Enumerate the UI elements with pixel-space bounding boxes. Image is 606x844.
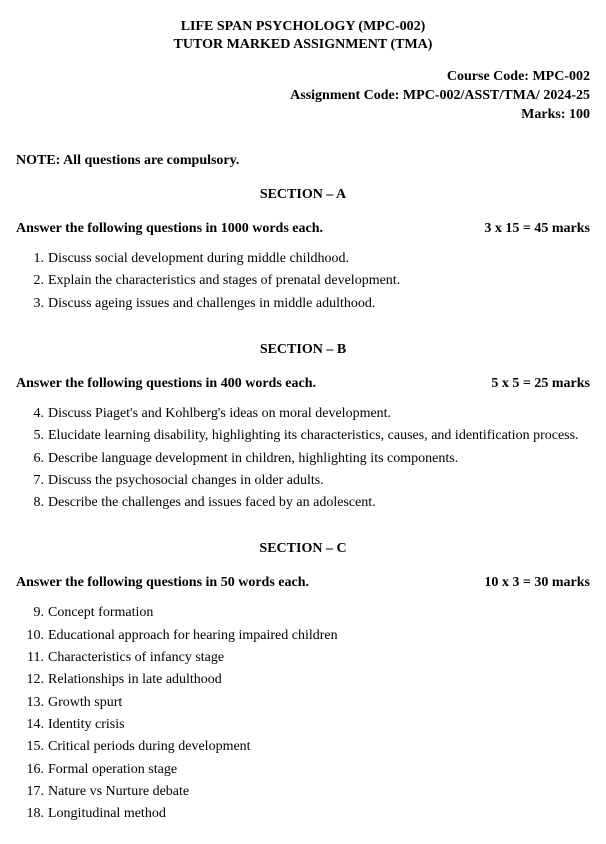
- compulsory-note: NOTE: All questions are compulsory.: [16, 153, 590, 169]
- question-text: Longitudinal method: [48, 804, 590, 824]
- question-item: 16.Formal operation stage: [26, 760, 590, 780]
- question-text: Discuss Piaget's and Kohlberg's ideas on…: [48, 404, 590, 424]
- question-item: 13.Growth spurt: [26, 693, 590, 713]
- section-c-marks: 10 x 3 = 30 marks: [472, 575, 590, 591]
- question-text: Discuss ageing issues and challenges in …: [48, 294, 590, 314]
- question-text: Characteristics of infancy stage: [48, 648, 590, 668]
- question-text: Describe language development in childre…: [48, 449, 590, 469]
- question-number: 11.: [26, 648, 48, 668]
- section-c-instruction-row: Answer the following questions in 50 wor…: [16, 575, 590, 591]
- question-number: 18.: [26, 804, 48, 824]
- section-a-instruction-row: Answer the following questions in 1000 w…: [16, 221, 590, 237]
- question-item: 4.Discuss Piaget's and Kohlberg's ideas …: [26, 404, 590, 424]
- section-c-questions: 9.Concept formation10.Educational approa…: [26, 603, 590, 824]
- meta-block: Course Code: MPC-002 Assignment Code: MP…: [16, 68, 590, 125]
- question-number: 8.: [26, 493, 48, 513]
- section-b-heading: SECTION – B: [16, 342, 590, 358]
- question-number: 1.: [26, 249, 48, 269]
- question-item: 8.Describe the challenges and issues fac…: [26, 493, 590, 513]
- question-item: 7.Discuss the psychosocial changes in ol…: [26, 471, 590, 491]
- question-number: 3.: [26, 294, 48, 314]
- question-item: 2.Explain the characteristics and stages…: [26, 271, 590, 291]
- question-text: Explain the characteristics and stages o…: [48, 271, 590, 291]
- question-number: 12.: [26, 670, 48, 690]
- question-text: Critical periods during development: [48, 737, 590, 757]
- question-item: 12.Relationships in late adulthood: [26, 670, 590, 690]
- question-item: 10.Educational approach for hearing impa…: [26, 626, 590, 646]
- question-number: 10.: [26, 626, 48, 646]
- question-item: 18.Longitudinal method: [26, 804, 590, 824]
- question-number: 4.: [26, 404, 48, 424]
- question-item: 6.Describe language development in child…: [26, 449, 590, 469]
- question-text: Educational approach for hearing impaire…: [48, 626, 590, 646]
- question-text: Discuss the psychosocial changes in olde…: [48, 471, 590, 491]
- question-item: 15.Critical periods during development: [26, 737, 590, 757]
- section-c-instruction: Answer the following questions in 50 wor…: [16, 575, 309, 591]
- title-line-2: TUTOR MARKED ASSIGNMENT (TMA): [16, 36, 590, 54]
- question-number: 9.: [26, 603, 48, 623]
- total-marks: Marks: 100: [16, 106, 590, 125]
- question-number: 16.: [26, 760, 48, 780]
- question-number: 6.: [26, 449, 48, 469]
- question-item: 1.Discuss social development during midd…: [26, 249, 590, 269]
- question-item: 9.Concept formation: [26, 603, 590, 623]
- course-code: Course Code: MPC-002: [16, 68, 590, 87]
- section-b-marks: 5 x 5 = 25 marks: [479, 376, 590, 392]
- question-number: 17.: [26, 782, 48, 802]
- title-line-1: LIFE SPAN PSYCHOLOGY (MPC-002): [16, 18, 590, 36]
- question-number: 2.: [26, 271, 48, 291]
- question-item: 17.Nature vs Nurture debate: [26, 782, 590, 802]
- question-item: 5.Elucidate learning disability, highlig…: [26, 426, 590, 446]
- section-b-questions: 4.Discuss Piaget's and Kohlberg's ideas …: [26, 404, 590, 513]
- question-number: 13.: [26, 693, 48, 713]
- question-number: 7.: [26, 471, 48, 491]
- question-text: Growth spurt: [48, 693, 590, 713]
- question-number: 5.: [26, 426, 48, 446]
- question-item: 3.Discuss ageing issues and challenges i…: [26, 294, 590, 314]
- question-text: Relationships in late adulthood: [48, 670, 590, 690]
- document-title: LIFE SPAN PSYCHOLOGY (MPC-002) TUTOR MAR…: [16, 18, 590, 54]
- section-a-instruction: Answer the following questions in 1000 w…: [16, 221, 323, 237]
- section-a-questions: 1.Discuss social development during midd…: [26, 249, 590, 314]
- question-item: 11.Characteristics of infancy stage: [26, 648, 590, 668]
- question-text: Identity crisis: [48, 715, 590, 735]
- question-item: 14.Identity crisis: [26, 715, 590, 735]
- question-number: 14.: [26, 715, 48, 735]
- question-text: Nature vs Nurture debate: [48, 782, 590, 802]
- section-a-heading: SECTION – A: [16, 187, 590, 203]
- question-number: 15.: [26, 737, 48, 757]
- question-text: Elucidate learning disability, highlight…: [48, 426, 590, 446]
- question-text: Concept formation: [48, 603, 590, 623]
- question-text: Describe the challenges and issues faced…: [48, 493, 590, 513]
- section-b-instruction: Answer the following questions in 400 wo…: [16, 376, 316, 392]
- question-text: Formal operation stage: [48, 760, 590, 780]
- section-a-marks: 3 x 15 = 45 marks: [472, 221, 590, 237]
- section-b-instruction-row: Answer the following questions in 400 wo…: [16, 376, 590, 392]
- assignment-code: Assignment Code: MPC-002/ASST/TMA/ 2024-…: [16, 87, 590, 106]
- question-text: Discuss social development during middle…: [48, 249, 590, 269]
- section-c-heading: SECTION – C: [16, 541, 590, 557]
